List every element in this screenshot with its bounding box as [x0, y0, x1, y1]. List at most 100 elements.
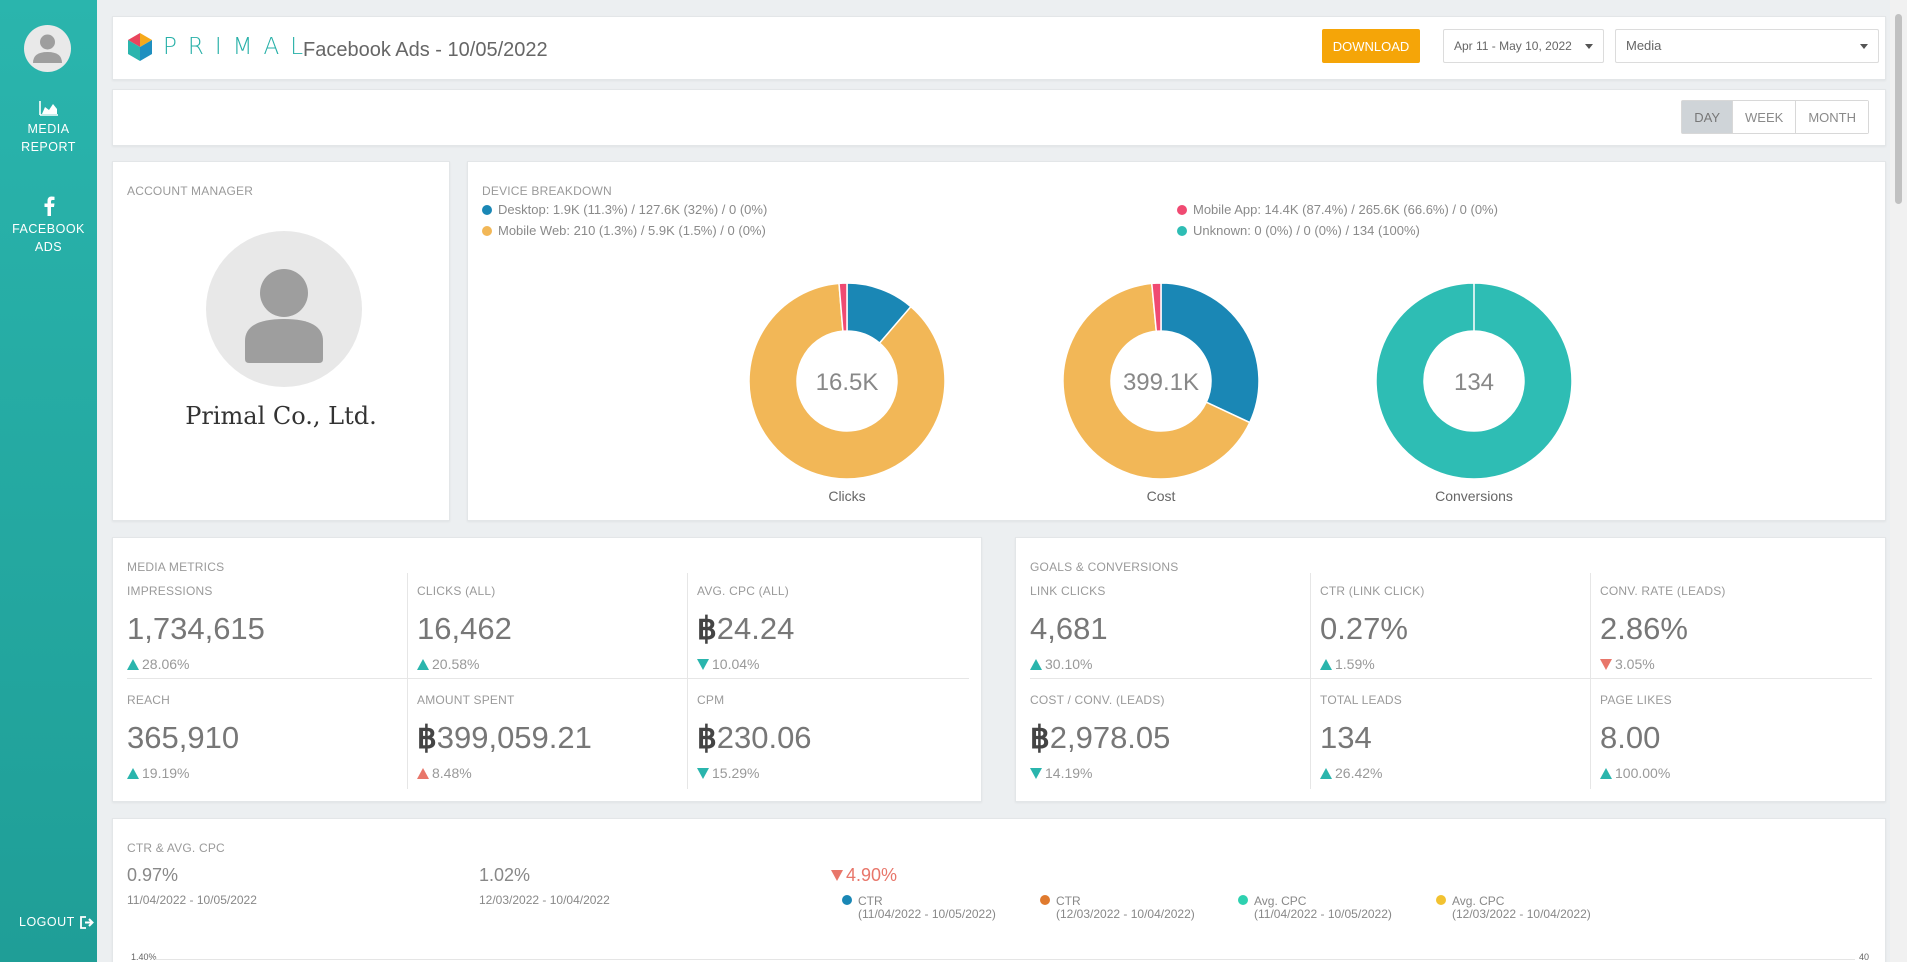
user-icon — [33, 34, 62, 63]
metric-delta: 15.29% — [697, 765, 812, 781]
divider — [687, 573, 688, 789]
date-range-value: Apr 11 - May 10, 2022 — [1454, 39, 1572, 53]
metric-number: 1,734,615 — [127, 611, 265, 646]
donut-slice[interactable] — [748, 282, 946, 480]
metric-tile: TOTAL LEADS 134 26.42% — [1320, 693, 1402, 781]
device-donut-charts — [748, 282, 1573, 480]
legend-text: Mobile Web: 210 (1.3%) / 5.9K (1.5%) / 0… — [498, 223, 766, 238]
legend-dot — [1177, 204, 1187, 215]
metric-tile: LINK CLICKS 4,681 30.10% — [1030, 584, 1108, 672]
currency-symbol: ฿ — [697, 720, 717, 755]
legend-dot — [1436, 895, 1446, 905]
chart-legend-item[interactable]: Avg. CPC (11/04/2022 - 10/05/2022) — [1238, 895, 1392, 921]
metric-tile: PAGE LIKES 8.00 100.00% — [1600, 693, 1672, 781]
metric-label: COST / CONV. (LEADS) — [1030, 693, 1165, 707]
metric-delta-value: 10.04% — [712, 656, 760, 672]
period-day-button[interactable]: DAY — [1682, 101, 1733, 133]
scrollbar[interactable] — [1890, 0, 1907, 962]
trend-down-icon — [697, 767, 709, 779]
metric-number: 399,059.21 — [436, 720, 592, 755]
ctr-previous-value: 1.02% — [479, 865, 531, 885]
legend-range: (11/04/2022 - 10/05/2022) — [1254, 907, 1392, 921]
scrollbar-thumb[interactable] — [1895, 14, 1902, 204]
metric-delta-value: 19.19% — [142, 765, 190, 781]
trend-up-icon — [127, 767, 139, 779]
metric-delta: 26.42% — [1320, 765, 1402, 781]
period-toggle: DAY WEEK MONTH — [1681, 100, 1869, 134]
chart-legend-item[interactable]: CTR (11/04/2022 - 10/05/2022) — [842, 895, 996, 921]
donut-slice[interactable] — [1375, 282, 1573, 480]
trend-down-icon — [1600, 658, 1612, 670]
divider — [127, 678, 969, 679]
view-select[interactable]: Media — [1615, 29, 1879, 63]
card-title: CTR & AVG. CPC — [127, 841, 225, 855]
metric-value: 1,734,615 — [127, 611, 265, 647]
legend-text: Desktop: 1.9K (11.3%) / 127.6K (32%) / 0… — [498, 202, 768, 217]
metric-delta: 30.10% — [1030, 656, 1108, 672]
metric-delta: 3.05% — [1600, 656, 1726, 672]
metric-tile: CLICKS (ALL) 16,462 20.58% — [417, 584, 512, 672]
legend-item-desktop[interactable]: Desktop: 1.9K (11.3%) / 127.6K (32%) / 0… — [482, 202, 767, 217]
sidebar-item-media-report[interactable]: MEDIA REPORT — [0, 100, 97, 156]
logout-button[interactable]: LOGOUT — [19, 915, 96, 929]
donut-slice[interactable] — [1150, 282, 1162, 333]
metric-number: 24.24 — [716, 611, 795, 646]
legend-item-mobile-app[interactable]: Mobile App: 14.4K (87.4%) / 265.6K (66.6… — [1177, 202, 1498, 217]
legend-range: (12/03/2022 - 10/04/2022) — [1452, 907, 1591, 921]
y-axis-right-tick: 40 — [1858, 952, 1869, 962]
legend-range: (12/03/2022 - 10/04/2022) — [1056, 907, 1195, 921]
card-title: ACCOUNT MANAGER — [127, 184, 254, 198]
metric-delta-value: 1.59% — [1335, 656, 1375, 672]
sidebar: MEDIA REPORT FACEBOOK ADS LOGOUT — [0, 0, 97, 962]
ctr-current-stat: 0.97% 11/04/2022 - 10/05/2022 — [127, 865, 257, 907]
metric-number: 134 — [1320, 720, 1372, 755]
metric-tile: CPM ฿230.06 15.29% — [697, 693, 812, 781]
ctr-change-stat: 4.90% — [831, 865, 897, 886]
metric-tile: IMPRESSIONS 1,734,615 28.06% — [127, 584, 265, 672]
metric-value: 16,462 — [417, 611, 512, 647]
metric-label: REACH — [127, 693, 171, 707]
sidebar-item-label: MEDIA — [27, 122, 70, 136]
sidebar-item-facebook-ads[interactable]: FACEBOOK ADS — [0, 196, 97, 256]
period-week-button[interactable]: WEEK — [1732, 101, 1796, 133]
metric-delta-value: 100.00% — [1615, 765, 1671, 781]
download-button[interactable]: DOWNLOAD — [1322, 29, 1420, 63]
media-metrics-card: MEDIA METRICS IMPRESSIONS 1,734,615 28.06%… — [112, 537, 982, 802]
device-breakdown-card: DEVICE BREAKDOWN Desktop: 1.9K (11.3%) /… — [467, 161, 1886, 521]
chart-legend-item[interactable]: CTR (12/03/2022 - 10/04/2022) — [1040, 895, 1195, 921]
period-bar: DAY WEEK MONTH — [112, 89, 1886, 146]
metric-value: 365,910 — [127, 720, 239, 756]
date-range-select[interactable]: Apr 11 - May 10, 2022 — [1443, 29, 1604, 63]
donut-slice[interactable] — [1160, 282, 1260, 424]
currency-symbol: ฿ — [1030, 720, 1050, 755]
ctr-current-value: 0.97% — [127, 865, 179, 885]
user-avatar[interactable] — [24, 25, 71, 72]
trend-up-icon — [1030, 658, 1042, 670]
sidebar-item-label: FACEBOOK — [12, 222, 85, 236]
ctr-cpc-card: CTR & AVG. CPC 0.97% 11/04/2022 - 10/05/… — [112, 818, 1886, 962]
legend-name: Avg. CPC — [1452, 894, 1505, 908]
header-bar: PRIMAL Facebook Ads - 10/05/2022 DOWNLOA… — [112, 16, 1886, 80]
legend-item-mobile-web[interactable]: Mobile Web: 210 (1.3%) / 5.9K (1.5%) / 0… — [482, 223, 766, 238]
donut-center-cost: 399.1K — [1122, 369, 1200, 396]
metric-delta: 100.00% — [1600, 765, 1672, 781]
legend-item-unknown[interactable]: Unknown: 0 (0%) / 0 (0%) / 134 (100%) — [1177, 223, 1420, 238]
legend-dot — [842, 895, 852, 905]
donut-slice[interactable] — [838, 282, 848, 332]
currency-symbol: ฿ — [697, 611, 717, 646]
donut-center-clicks: 16.5K — [815, 369, 879, 396]
period-month-button[interactable]: MONTH — [1795, 101, 1868, 133]
metric-value: 0.27% — [1320, 611, 1425, 647]
donut-slice[interactable] — [1062, 282, 1251, 480]
card-title: DEVICE BREAKDOWN — [482, 184, 612, 198]
metric-delta-value: 14.19% — [1045, 765, 1093, 781]
metric-delta-value: 28.06% — [142, 656, 190, 672]
sidebar-item-label: REPORT — [21, 140, 76, 154]
ctr-current-range: 11/04/2022 - 10/05/2022 — [127, 893, 257, 907]
ctr-previous-stat: 1.02% 12/03/2022 - 10/04/2022 — [479, 865, 610, 907]
metric-delta-value: 3.05% — [1615, 656, 1655, 672]
brand-logo[interactable]: PRIMAL — [127, 32, 314, 62]
chart-legend-item[interactable]: Avg. CPC (12/03/2022 - 10/04/2022) — [1436, 895, 1591, 921]
view-select-value: Media — [1626, 38, 1662, 53]
trend-down-icon — [697, 658, 709, 670]
